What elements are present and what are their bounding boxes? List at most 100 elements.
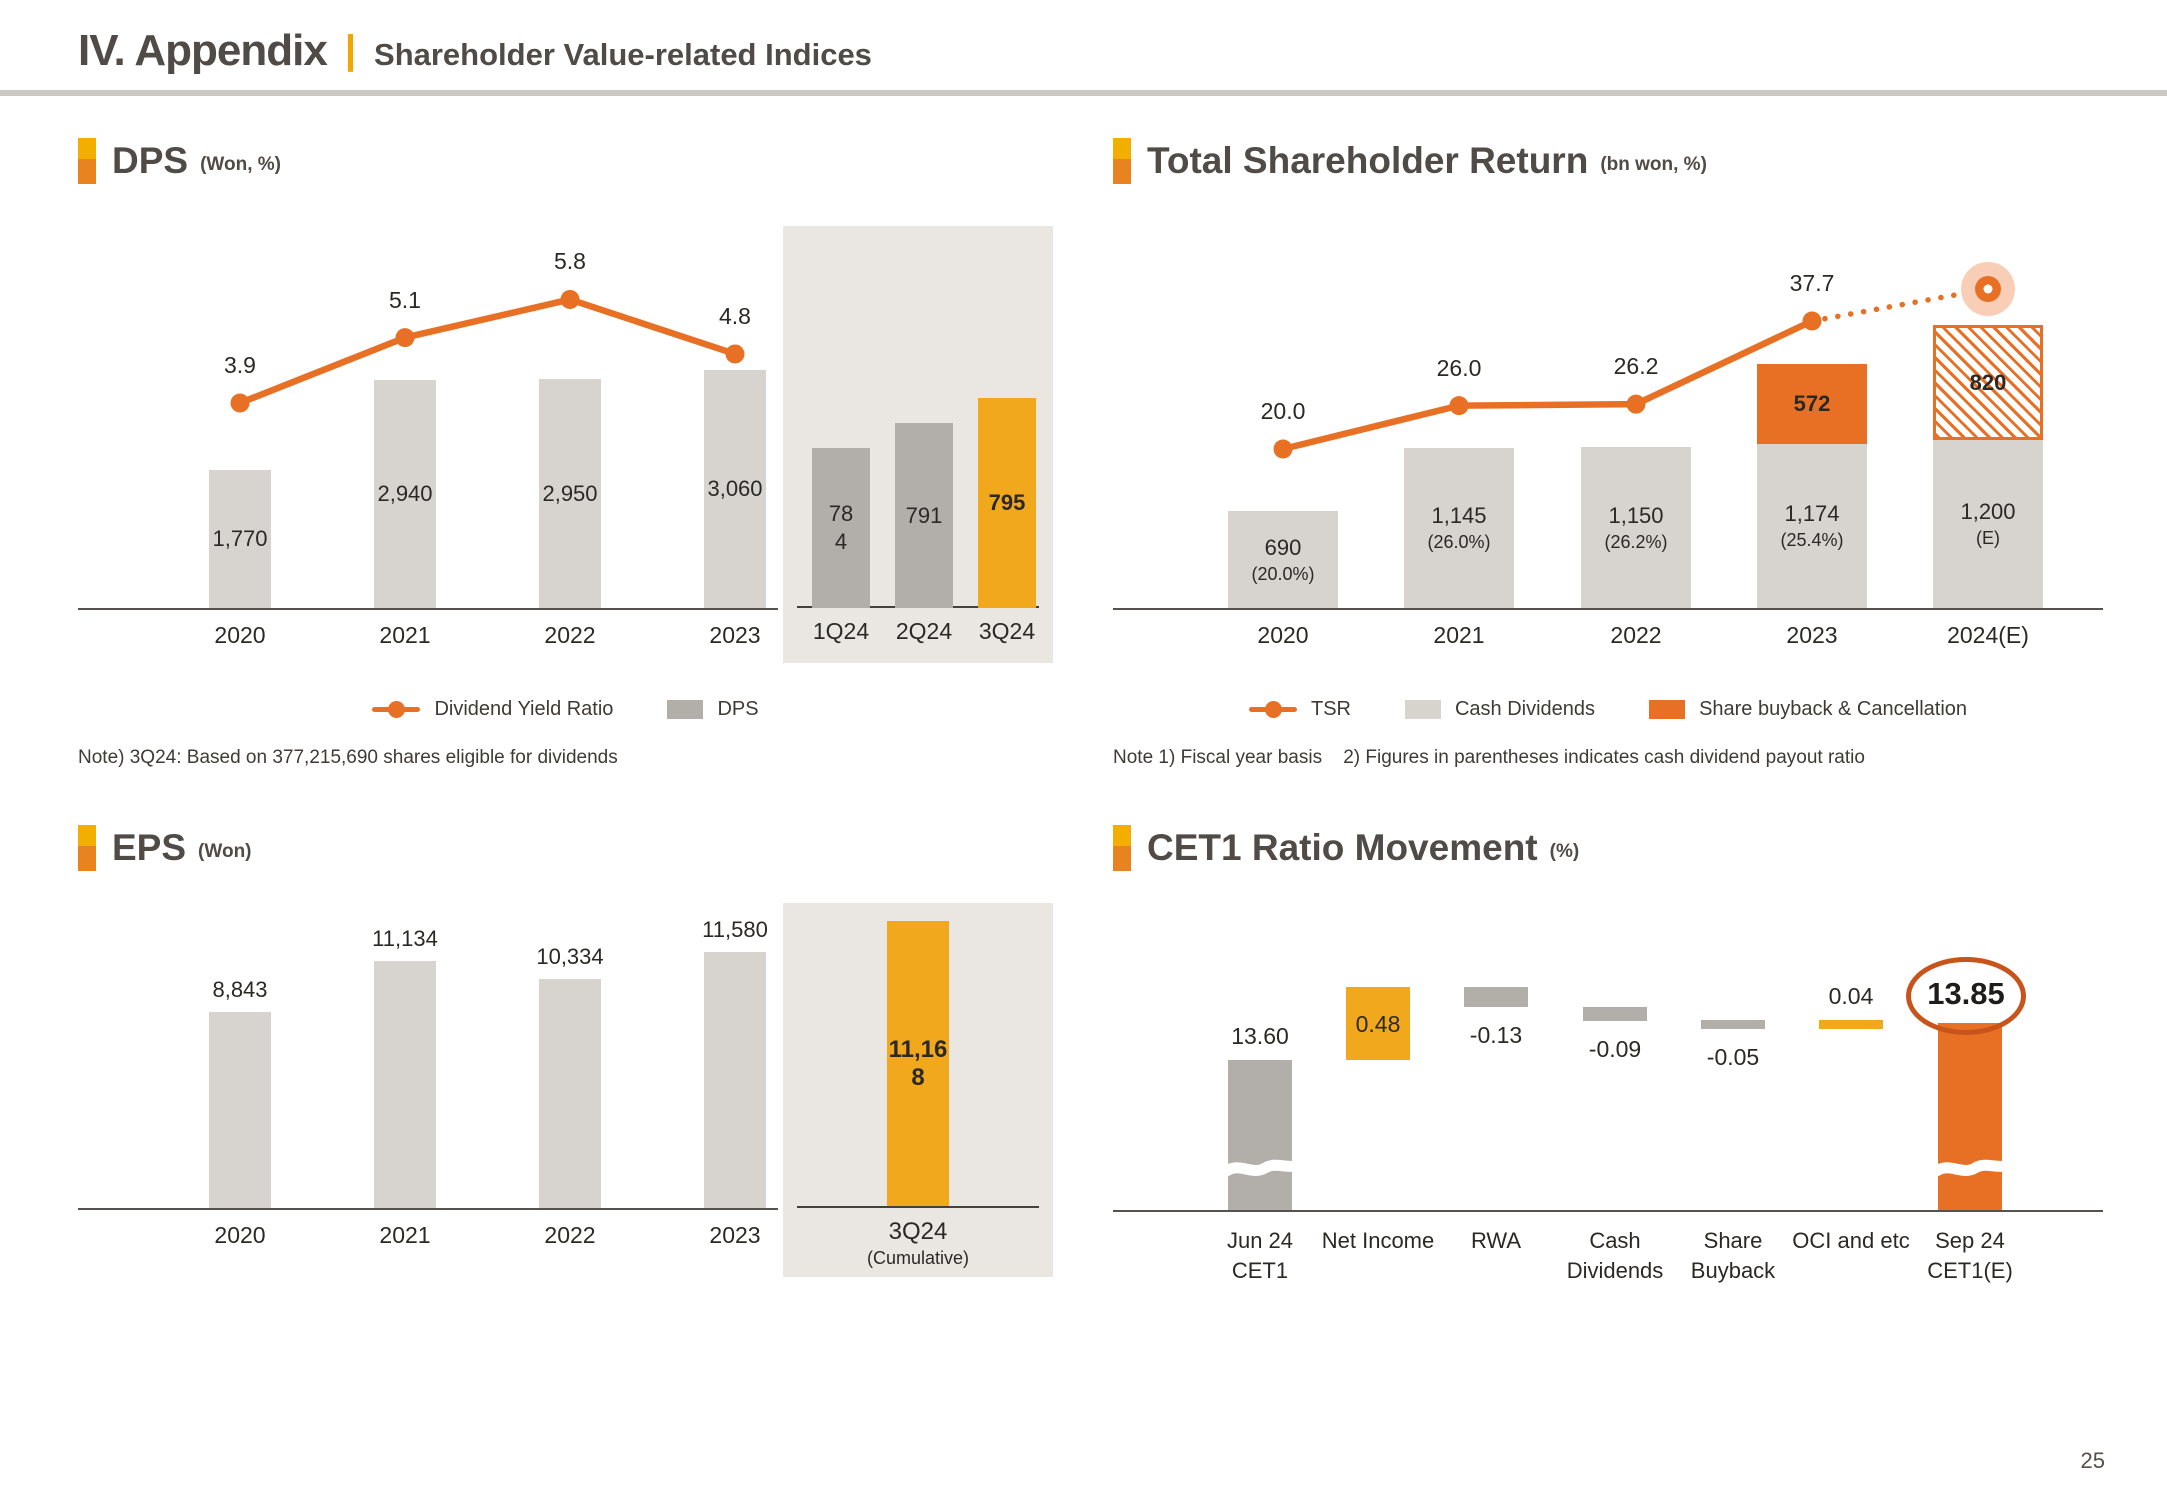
tsr-x-axis xyxy=(1113,608,2103,610)
eps-chart: 8,843 11,134 10,334 11,580 2020 2021 202… xyxy=(78,895,1053,1335)
eps-quarterly-axis xyxy=(797,1206,1039,1208)
wf-value-label: 0.04 xyxy=(1828,983,1874,1009)
eps-value-label: 11,134 xyxy=(372,926,438,951)
wf-category-label: Net Income xyxy=(1299,1226,1457,1256)
eps-column: 11,134 xyxy=(370,895,440,1208)
dps-x-tick: 2021 xyxy=(379,622,431,648)
tsr-column: 820 1,200 (E) xyxy=(1913,208,2063,608)
wf-cat-line: Share xyxy=(1703,1228,1763,1253)
wf-value-label: -0.09 xyxy=(1588,1036,1642,1062)
header-rule xyxy=(0,90,2167,96)
dps-chart: 1,770 2,940 2,950 3,060 3.9 5.1 5.8 4.8 … xyxy=(78,208,1053,678)
tsr-legend: TSR Cash Dividends Share buyback & Cance… xyxy=(1113,698,2103,721)
dps-bar-column: 2,940 xyxy=(370,208,440,608)
cet1-chart: 13.60 Jun 24 CET1 0.48 Net Income -0.13 xyxy=(1113,895,2103,1335)
line-marker-icon xyxy=(372,701,421,718)
eps-quarterly-panel: 11,16 8 3Q24 (Cumulative) xyxy=(783,903,1053,1277)
wf-bar-sep24-cet1 xyxy=(1938,1023,2002,1210)
dps-q-column: 78 4 xyxy=(808,226,874,608)
bar-value-label: 11,16 xyxy=(888,1035,948,1063)
tsr-buyback-segment: 572 xyxy=(1757,364,1867,444)
tsr-chart: 690 (20.0%) 1,145 (26.0%) 1,150 (26.2%) … xyxy=(1113,208,2103,678)
bar-value-label: 1,150 xyxy=(1608,502,1664,528)
eps-header: EPS (Won) xyxy=(78,825,1053,871)
bar-value-label: 2,950 xyxy=(542,480,598,506)
wf-category-label: Cash Dividends xyxy=(1536,1226,1694,1286)
eps-x-axis xyxy=(78,1208,778,1210)
wf-category-label: Share Buyback xyxy=(1654,1226,1812,1286)
tsr-line-point-label: 37.7 xyxy=(1789,270,1835,297)
dps-bar-2023: 3,060 xyxy=(704,370,766,608)
wf-cat-line: Buyback xyxy=(1690,1258,1776,1283)
dps-bar-2021: 2,940 xyxy=(374,380,436,608)
bar-value-label: 2,940 xyxy=(377,481,433,506)
wf-column-sep24: 13.85 Sep 24 CET1(E) xyxy=(1905,895,2035,1335)
eps-column: 10,334 xyxy=(535,895,605,1208)
legend-label: Share buyback & Cancellation xyxy=(1699,698,1968,720)
tsr-note: Note 1) Fiscal year basis 2) Figures in … xyxy=(1113,747,1865,768)
wf-cat-line: CET1(E) xyxy=(1927,1258,2013,1283)
page-title: IV. Appendix xyxy=(78,26,328,75)
wf-column-rwa: -0.13 RWA xyxy=(1431,895,1561,1335)
eps-bar-2022 xyxy=(539,979,601,1208)
section-cet1: CET1 Ratio Movement (%) 13.60 Jun 24 CET… xyxy=(1113,825,2103,1335)
page-header: IV. Appendix | Shareholder Value-related… xyxy=(0,0,2167,76)
bar-sub-label: (26.2%) xyxy=(1604,531,1668,552)
tsr-title: Total Shareholder Return xyxy=(1147,140,1589,181)
dps-bar-column: 1,770 xyxy=(205,208,275,608)
eps-unit: (Won) xyxy=(198,841,252,862)
dps-line-point-label: 5.8 xyxy=(554,248,586,275)
bar-sub-label: (E) xyxy=(1976,528,2000,548)
wf-value-label: 0.48 xyxy=(1355,1010,1401,1037)
section-dps: DPS (Won, %) 1,770 2,940 2,950 3,060 xyxy=(78,138,1053,769)
tsr-column: 1,145 (26.0%) xyxy=(1384,208,1534,608)
wf-cat-line: Sep 24 xyxy=(1935,1228,2005,1253)
dps-x-tick: 2022 xyxy=(544,622,596,648)
legend-label: Cash Dividends xyxy=(1454,698,1596,720)
bar-value-label: 3,060 xyxy=(707,476,763,501)
bar-swatch-icon xyxy=(667,700,704,719)
legend-item-share-buyback: Share buyback & Cancellation xyxy=(1649,698,1967,721)
bar-sub-label: (26.0%) xyxy=(1427,532,1491,552)
tsr-unit: (bn won, %) xyxy=(1600,154,1707,175)
section-accent-icon xyxy=(78,825,96,871)
eps-value-label: 11,580 xyxy=(702,917,768,942)
bar-value-label: 1,770 xyxy=(212,526,268,551)
wf-bar-rwa xyxy=(1464,987,1528,1007)
eps-column: 11,580 xyxy=(700,895,770,1208)
dps-q-tick: 2Q24 xyxy=(895,618,953,644)
wf-cat-line: OCI and etc xyxy=(1792,1228,1910,1253)
wf-category-label: RWA xyxy=(1417,1226,1575,1256)
eps-value-label: 8,843 xyxy=(212,977,268,1002)
bar-swatch-icon xyxy=(1404,700,1441,719)
section-accent-icon xyxy=(1113,138,1131,184)
tsr-line-point-label: 20.0 xyxy=(1260,398,1306,424)
wf-column-share-buyback: -0.05 Share Buyback xyxy=(1668,895,1798,1335)
bar-swatch-icon xyxy=(1649,700,1686,719)
legend-item-dps: DPS xyxy=(667,698,759,721)
bar-value-label: 1,200 xyxy=(1960,499,2016,524)
cet1-x-axis xyxy=(1113,1210,2103,1212)
eps-bar-2020 xyxy=(209,1012,271,1208)
dps-bar-2022: 2,950 xyxy=(539,379,601,608)
bar-value-label: 572 xyxy=(1793,391,1831,416)
dps-legend: Dividend Yield Ratio DPS xyxy=(78,698,1053,721)
tsr-x-tick: 2020 xyxy=(1257,622,1309,648)
wf-bar-share-buyback xyxy=(1701,1020,1765,1029)
bar-sub-label: (25.4%) xyxy=(1780,530,1844,550)
section-accent-icon xyxy=(78,138,96,184)
legend-item-dividend-yield: Dividend Yield Ratio xyxy=(372,698,613,721)
tsr-line-point-label: 26.2 xyxy=(1613,353,1659,380)
legend-label: Dividend Yield Ratio xyxy=(434,698,614,720)
tsr-x-tick: 2021 xyxy=(1433,622,1485,648)
eps-q-tick: 3Q24 xyxy=(888,1218,948,1245)
dps-bar-2q24: 791 xyxy=(895,423,953,608)
title-separator-bar: | xyxy=(344,28,357,72)
dps-quarterly-panel: 78 4 791 795 1Q24 2Q24 3Q24 xyxy=(783,226,1053,663)
eps-value-label: 10,334 xyxy=(536,944,604,969)
dps-x-tick: 2020 xyxy=(214,622,266,648)
dps-title: DPS xyxy=(112,140,189,181)
bar-value-label: 1,174 xyxy=(1784,501,1840,526)
cet1-unit: (%) xyxy=(1549,841,1580,862)
legend-item-cash-dividends: Cash Dividends xyxy=(1404,698,1596,721)
